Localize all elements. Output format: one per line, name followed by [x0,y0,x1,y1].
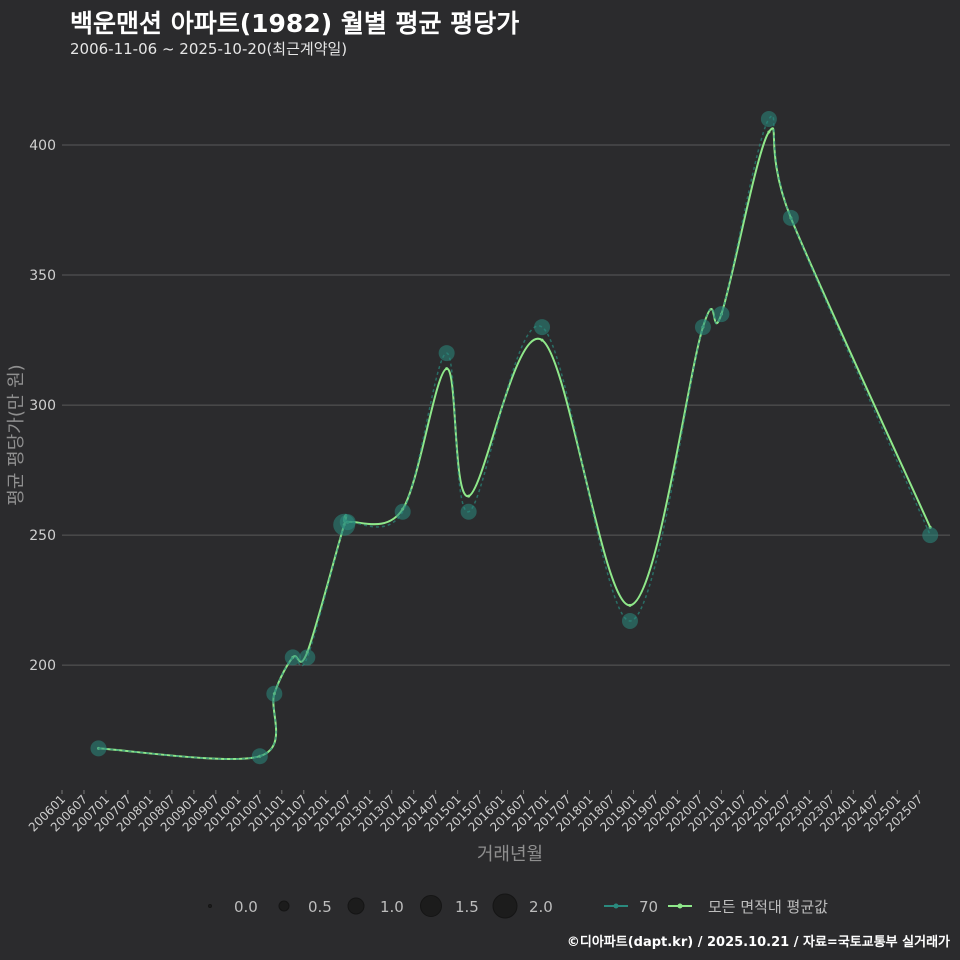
legend-label-average: 모든 면적대 평균값 [708,898,828,916]
series-70 [90,111,939,765]
series-70-path [98,115,931,760]
series-70-point-3 [284,649,301,666]
y-tick-250: 250 [29,528,56,544]
legend-label-70: 70 [639,898,658,916]
series-70-point-14 [760,111,777,128]
size-legend-label-2.0: 2.0 [529,898,553,916]
series-70-point-7 [394,503,411,520]
y-tick-350: 350 [29,268,56,284]
series-70-point-1 [251,748,268,765]
series-70-point-12 [694,319,711,336]
series-70-point-15 [782,209,799,226]
y-tick-300: 300 [29,398,56,414]
chart-title: 백운맨션 아파트(1982) 월별 평균 평당가 [70,9,520,38]
size-legend-dot-1.5 [420,895,442,917]
series-70-point-8 [438,345,455,362]
y-axis-title: 평균 평당가(만 원) [6,364,27,505]
average-point-14 [767,130,771,134]
average-point-10 [540,338,544,342]
series-average-line [96,127,932,761]
x-tick-labels: 2006012006072007012007072008012008072009… [26,790,925,835]
legend-dot-average [677,903,683,909]
legend: 0.0 0.5 1.0 1.5 2.0 70 모든 면적대 평균값 [208,893,828,919]
x-axis-title: 거래년월 [477,844,543,865]
size-legend-dot-1.0 [347,897,365,915]
grid-lines [62,144,950,666]
y-tick-200: 200 [29,658,56,674]
y-tick-400: 400 [29,138,56,154]
series-70-point-13 [713,306,730,323]
size-legend-label-1.0: 1.0 [380,898,404,916]
y-tick-labels: 200 250 300 350 400 [29,138,56,674]
chart-subtitle: 2006-11-06 ~ 2025-10-20(최근계약일) [70,40,348,58]
size-legend-dot-0.0 [208,904,212,908]
size-legend-label-1.5: 1.5 [455,898,479,916]
size-legend-label-0.5: 0.5 [308,898,332,916]
source-caption: ©디아파트(dapt.kr) / 2025.10.21 / 자료=국토교통부 실… [566,935,950,950]
average-line-path [98,127,932,761]
series-70-point-2 [266,685,283,702]
size-legend-label-0.0: 0.0 [234,898,258,916]
series-70-point-4 [299,649,316,666]
series-70-point-0 [90,740,107,757]
series-70-point-9 [460,503,477,520]
series-70-point-6 [339,514,356,531]
series-70-point-10 [534,319,551,336]
series-70-point-11 [621,612,638,629]
size-legend-dot-0.5 [278,900,290,912]
size-legend-dot-2.0 [492,893,518,919]
average-point-9 [467,494,471,498]
average-point-8 [445,367,449,371]
legend-dot-70 [613,903,619,909]
average-point-11 [628,603,632,607]
series-70-point-16 [922,527,939,544]
